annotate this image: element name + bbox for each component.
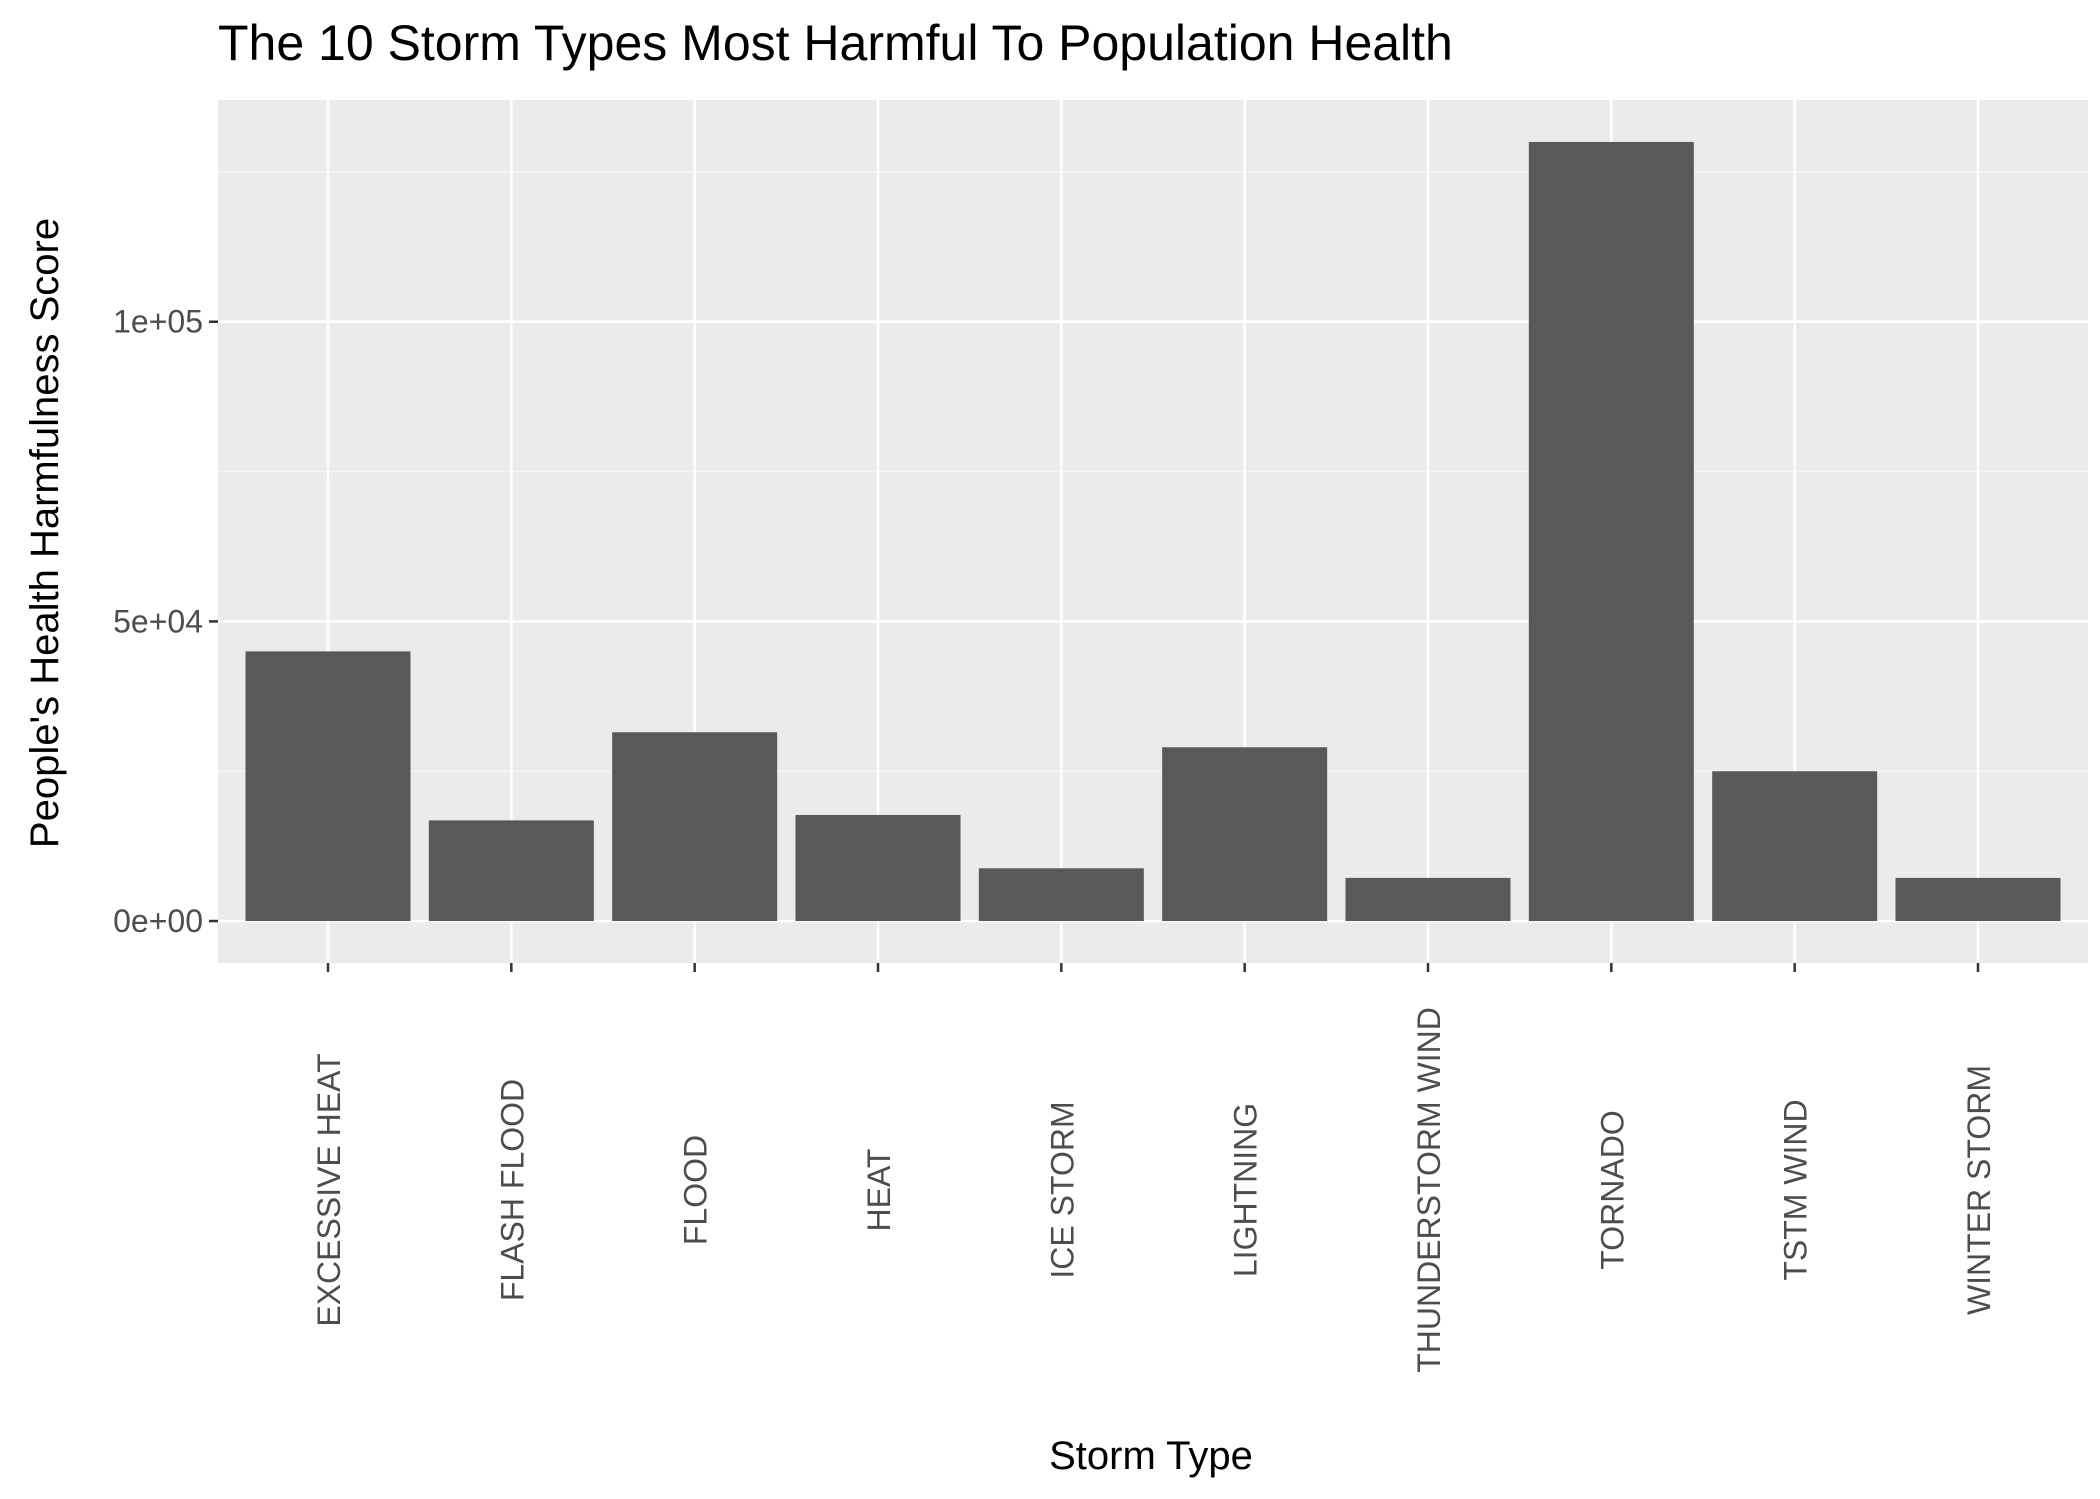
x-tick-label: FLOOD: [678, 1135, 714, 1245]
y-tick-label: 0e+00: [113, 903, 203, 939]
x-tick-label: EXCESSIVE HEAT: [311, 1053, 347, 1326]
bar-tstm-wind: [1712, 771, 1878, 922]
bar-ice-storm: [978, 868, 1144, 922]
bars: [245, 141, 2061, 922]
x-tick-label: LIGHTNING: [1228, 1103, 1264, 1277]
bar-flood: [612, 732, 778, 922]
y-tick-label: 1e+05: [113, 304, 203, 340]
bar-flash-flood: [428, 820, 594, 922]
bar-tornado: [1528, 141, 1694, 922]
x-tick-label: ICE STORM: [1044, 1101, 1080, 1278]
x-tick-label: TORNADO: [1594, 1110, 1630, 1269]
bar-heat: [795, 814, 961, 922]
chart-title: The 10 Storm Types Most Harmful To Popul…: [218, 15, 1453, 71]
x-tick-label: THUNDERSTORM WIND: [1411, 1007, 1447, 1373]
x-axis-title: Storm Type: [1049, 1434, 1253, 1478]
y-tick-label: 5e+04: [113, 603, 203, 639]
bar-winter-storm: [1895, 877, 2061, 922]
bar-lightning: [1162, 747, 1328, 922]
axes: 0e+00 5e+04 1e+05 EXCESSIVE HEAT FLASH FLOOD…: [113, 304, 1997, 1373]
x-tick-label: WINTER STORM: [1961, 1065, 1997, 1315]
bar-thunderstorm-wind: [1345, 877, 1511, 922]
bar-excessive-heat: [245, 651, 411, 922]
x-tick-label: HEAT: [861, 1149, 897, 1232]
x-tick-label: FLASH FLOOD: [494, 1079, 530, 1301]
y-axis-title: People's Health Harmfulness Score: [23, 218, 67, 848]
x-tick-label: TSTM WIND: [1778, 1099, 1814, 1280]
